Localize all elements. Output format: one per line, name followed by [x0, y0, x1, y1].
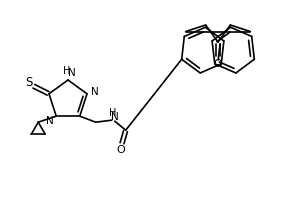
- Text: N: N: [46, 116, 54, 126]
- Text: N: N: [91, 87, 99, 97]
- Text: H: H: [63, 66, 71, 76]
- Text: O: O: [116, 145, 125, 155]
- Text: N: N: [68, 68, 76, 78]
- Text: S: S: [25, 76, 33, 89]
- Text: O: O: [214, 59, 222, 69]
- Text: N: N: [111, 112, 118, 122]
- Text: H: H: [109, 108, 116, 118]
